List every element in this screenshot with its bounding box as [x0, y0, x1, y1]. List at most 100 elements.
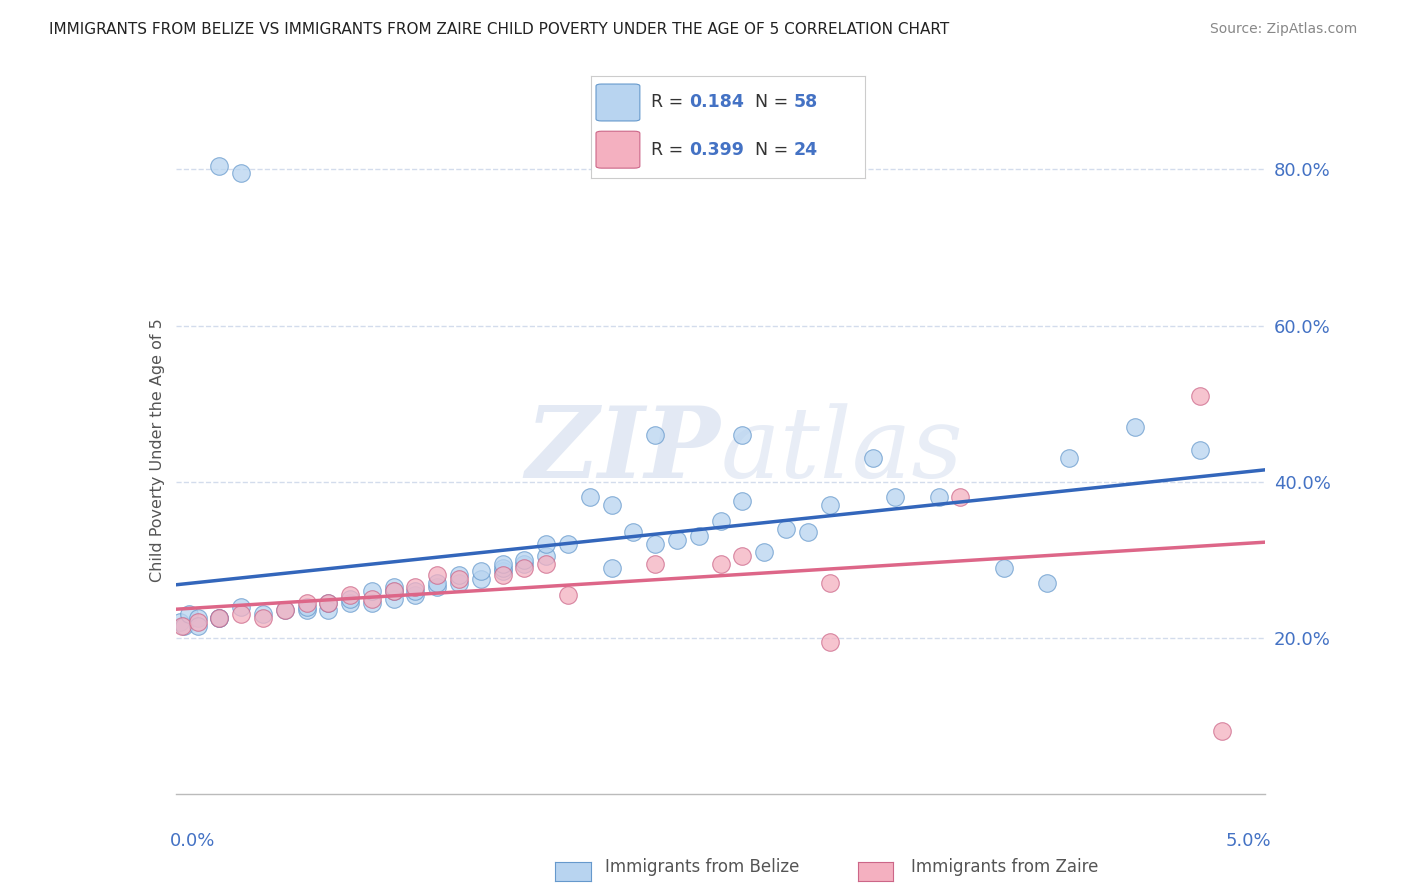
- Point: [208, 611, 231, 625]
- Point: [173, 619, 195, 633]
- Point: [557, 588, 579, 602]
- Point: [318, 596, 340, 610]
- Point: [731, 427, 754, 442]
- Point: [600, 560, 623, 574]
- Text: 5.0%: 5.0%: [1225, 831, 1271, 850]
- Text: ZIP: ZIP: [526, 402, 721, 499]
- Point: [360, 591, 382, 606]
- Point: [318, 603, 340, 617]
- Point: [172, 619, 194, 633]
- Point: [492, 568, 515, 582]
- Point: [710, 514, 733, 528]
- Text: 0.0%: 0.0%: [170, 831, 215, 850]
- Text: N =: N =: [755, 94, 794, 112]
- Text: R =: R =: [651, 141, 689, 159]
- Point: [492, 565, 515, 579]
- Point: [731, 549, 754, 563]
- Point: [862, 451, 884, 466]
- Point: [1211, 724, 1233, 739]
- Text: atlas: atlas: [721, 403, 963, 498]
- Point: [1123, 420, 1146, 434]
- Point: [360, 596, 382, 610]
- Point: [339, 596, 361, 610]
- Point: [1189, 389, 1212, 403]
- Point: [688, 529, 710, 543]
- Point: [447, 568, 470, 582]
- Point: [513, 552, 536, 567]
- Point: [208, 159, 231, 173]
- Point: [231, 599, 253, 614]
- Point: [252, 611, 274, 625]
- Point: [644, 427, 666, 442]
- Point: [295, 599, 318, 614]
- Point: [231, 607, 253, 622]
- Point: [534, 549, 557, 563]
- Point: [382, 583, 405, 598]
- Point: [534, 537, 557, 551]
- Point: [710, 557, 733, 571]
- Text: Source: ZipAtlas.com: Source: ZipAtlas.com: [1209, 22, 1357, 37]
- Point: [534, 557, 557, 571]
- Point: [405, 580, 427, 594]
- Point: [274, 603, 297, 617]
- Point: [186, 611, 209, 625]
- Point: [775, 521, 797, 535]
- Point: [884, 490, 907, 504]
- Point: [731, 494, 754, 508]
- Point: [818, 498, 841, 512]
- Point: [993, 560, 1015, 574]
- Point: [600, 498, 623, 512]
- Point: [492, 560, 515, 574]
- Point: [426, 568, 449, 582]
- Point: [274, 603, 297, 617]
- Point: [208, 611, 231, 625]
- Point: [231, 166, 253, 180]
- Point: [513, 560, 536, 574]
- Point: [513, 557, 536, 571]
- Point: [1057, 451, 1080, 466]
- FancyBboxPatch shape: [596, 84, 640, 121]
- Point: [470, 565, 492, 579]
- Point: [621, 525, 644, 540]
- Point: [318, 596, 340, 610]
- Point: [186, 615, 209, 630]
- Point: [949, 490, 972, 504]
- Point: [644, 557, 666, 571]
- Point: [169, 615, 191, 630]
- Point: [470, 572, 492, 586]
- Point: [177, 607, 200, 622]
- Point: [295, 596, 318, 610]
- FancyBboxPatch shape: [596, 131, 640, 168]
- Point: [186, 619, 209, 633]
- Point: [252, 607, 274, 622]
- Point: [492, 557, 515, 571]
- Point: [382, 580, 405, 594]
- Point: [426, 580, 449, 594]
- Text: 0.184: 0.184: [689, 94, 744, 112]
- Text: Immigrants from Belize: Immigrants from Belize: [605, 858, 799, 876]
- Point: [339, 588, 361, 602]
- Point: [208, 611, 231, 625]
- Point: [928, 490, 950, 504]
- Point: [666, 533, 689, 548]
- Point: [579, 490, 602, 504]
- Point: [447, 576, 470, 591]
- Point: [1036, 576, 1059, 591]
- Point: [644, 537, 666, 551]
- Point: [405, 588, 427, 602]
- Text: N =: N =: [755, 141, 794, 159]
- Text: IMMIGRANTS FROM BELIZE VS IMMIGRANTS FROM ZAIRE CHILD POVERTY UNDER THE AGE OF 5: IMMIGRANTS FROM BELIZE VS IMMIGRANTS FRO…: [49, 22, 949, 37]
- Point: [360, 583, 382, 598]
- Point: [447, 572, 470, 586]
- Point: [382, 583, 405, 598]
- Text: Immigrants from Zaire: Immigrants from Zaire: [911, 858, 1098, 876]
- Y-axis label: Child Poverty Under the Age of 5: Child Poverty Under the Age of 5: [149, 318, 165, 582]
- Point: [405, 583, 427, 598]
- Point: [339, 591, 361, 606]
- Point: [426, 576, 449, 591]
- Point: [818, 634, 841, 648]
- Text: 58: 58: [793, 94, 818, 112]
- Point: [754, 545, 776, 559]
- Point: [557, 537, 579, 551]
- Point: [295, 603, 318, 617]
